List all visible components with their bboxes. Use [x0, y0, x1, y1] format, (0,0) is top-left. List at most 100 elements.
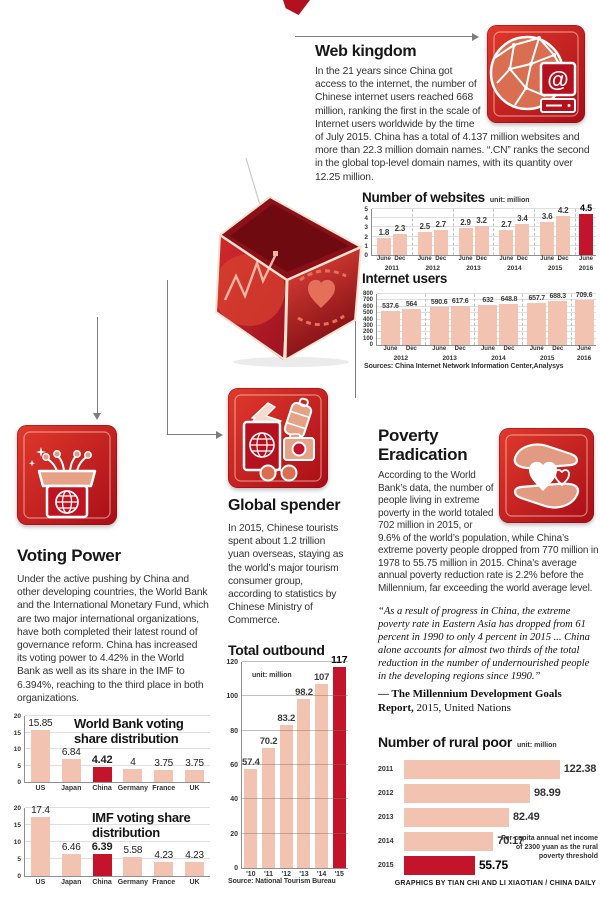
- bar: [499, 303, 519, 345]
- category-label: June: [458, 256, 473, 262]
- group-label: '12: [281, 871, 291, 878]
- value-label: 2.7: [435, 220, 446, 230]
- value-label: 107: [313, 672, 330, 684]
- y-tick-label: 5: [364, 206, 368, 213]
- category-label: June: [540, 256, 555, 262]
- y-tick-label: 0: [364, 252, 368, 259]
- y-tick-label: 15: [13, 822, 21, 829]
- group-label: 2014: [491, 355, 506, 362]
- bar: [92, 767, 112, 782]
- chart-title: Number of websites: [362, 190, 485, 205]
- y-tick-label: 120: [226, 659, 238, 666]
- group-label: France: [152, 879, 176, 886]
- chart-body: 0 20 40 60 80 100 120 57.4 '10 70.2 '11 83.2 '12 98.…: [226, 654, 348, 878]
- category-label: June: [480, 346, 495, 352]
- gridline: [242, 661, 348, 662]
- imf-voting-chart: IMF voting share distribution 0 5 10 15 20 1…: [12, 802, 210, 886]
- gridline: [25, 764, 210, 766]
- value-label: 3.4: [517, 213, 528, 223]
- bar: [154, 861, 174, 876]
- bar: [458, 228, 473, 255]
- category-label: June: [579, 256, 594, 262]
- bar-group: 117 '15: [330, 654, 348, 878]
- bar-item: 4: [123, 757, 143, 782]
- group-label: '10: [246, 871, 256, 878]
- cube-shadow: [233, 357, 349, 367]
- bar-item: 5.58: [123, 845, 142, 876]
- value-label: 17.4: [31, 804, 50, 816]
- chart-note: Per capita annual net income of 2300 yua…: [501, 835, 598, 860]
- group-label: '11: [264, 871, 274, 878]
- year-label: 2014: [378, 837, 394, 845]
- value-label: 70.2: [259, 735, 278, 747]
- bar: [474, 225, 489, 255]
- value-label: 4.42: [91, 754, 113, 767]
- connector-line-web-kingdom: [295, 36, 473, 37]
- bar-group: 4 Germany: [117, 716, 148, 792]
- category-label: Dec: [454, 346, 466, 352]
- bar-item: 6.84: [61, 747, 81, 782]
- thread-line: [245, 157, 261, 206]
- bar: [478, 304, 498, 345]
- bar: [123, 857, 143, 876]
- category-label: Dec: [435, 256, 447, 262]
- group-label: 2011: [384, 265, 399, 272]
- bar-item: 57.4: [242, 757, 260, 868]
- group-label: 2012: [393, 355, 409, 362]
- bar-group: 4.5 June 2016: [575, 203, 596, 272]
- group-label: 2016: [576, 355, 592, 362]
- bar-item: 98.2: [295, 687, 313, 868]
- chart-body: 0 100 200 300 400 500 600 700 800 537.6 June 564 De…: [362, 291, 596, 362]
- bar-row: 2011 122.38: [378, 757, 598, 781]
- chart-body: 0 5 10 15 20 17.4 US 6.46 Japan 6.39 China 5.58 Ger…: [12, 804, 210, 886]
- y-tick-label: 10: [13, 746, 21, 753]
- arrowhead-right-icon: [216, 431, 223, 439]
- red-cube-graphic: [214, 157, 363, 367]
- value-label: 98.2: [295, 687, 313, 699]
- chart-source: Sources: China Internet Network Informat…: [364, 363, 564, 370]
- group-label: 2015: [540, 355, 555, 362]
- group-label: Germany: [117, 879, 149, 886]
- y-tick-label: 100: [362, 335, 373, 342]
- hand-top: [513, 443, 579, 470]
- value-label: 3.75: [185, 757, 204, 769]
- bar: [401, 309, 421, 345]
- value-label: 4.5: [580, 202, 592, 213]
- value-label: 3.2: [476, 215, 487, 225]
- chart-source: Source: National Tourism Bureau: [228, 878, 336, 885]
- bar-item: 4.23: [185, 850, 204, 876]
- web-kingdom-section: Web kingdom In the 21 years since China …: [315, 43, 596, 184]
- podium-body: [45, 484, 89, 519]
- bar: [404, 807, 509, 827]
- bar-row: 2014 70.17: [378, 829, 598, 853]
- y-tick-label: 0: [234, 865, 238, 872]
- gridline: [377, 293, 596, 294]
- globe-at-icon: @: [487, 25, 585, 123]
- y-tick-label: 700: [362, 297, 373, 304]
- value-label: 15.85: [28, 717, 53, 729]
- y-tick-label: 5: [17, 762, 21, 770]
- bar-group: 4.23 France: [148, 808, 179, 886]
- bar-item: 4.2 Dec: [556, 206, 571, 262]
- y-tick-label: 20: [13, 805, 21, 812]
- y-tick-label: 400: [362, 316, 373, 323]
- y-tick-label: 200: [362, 329, 373, 336]
- bar: [527, 303, 547, 345]
- year-label: 2011: [378, 765, 394, 773]
- cube-opening: [230, 204, 349, 272]
- value-label: 117: [331, 654, 348, 667]
- y-tick-label: 5: [17, 856, 21, 863]
- group-label: China: [92, 785, 112, 792]
- gridline: [242, 729, 348, 731]
- bar-item: 2.5 June: [418, 222, 432, 262]
- bar-item: 3.6 June: [540, 212, 555, 262]
- gridline: [25, 715, 210, 716]
- section-title: Voting Power: [17, 546, 121, 565]
- hand-bottom: [513, 482, 580, 509]
- group-label: 2014: [507, 265, 522, 272]
- group-label: UK: [189, 879, 200, 886]
- value-label: 3.75: [154, 757, 174, 769]
- cube-right-face: [285, 247, 361, 360]
- plot-area: 15.85 US 6.84 Japan 4.42 China 4 Germany 3.75 Fra…: [24, 715, 210, 792]
